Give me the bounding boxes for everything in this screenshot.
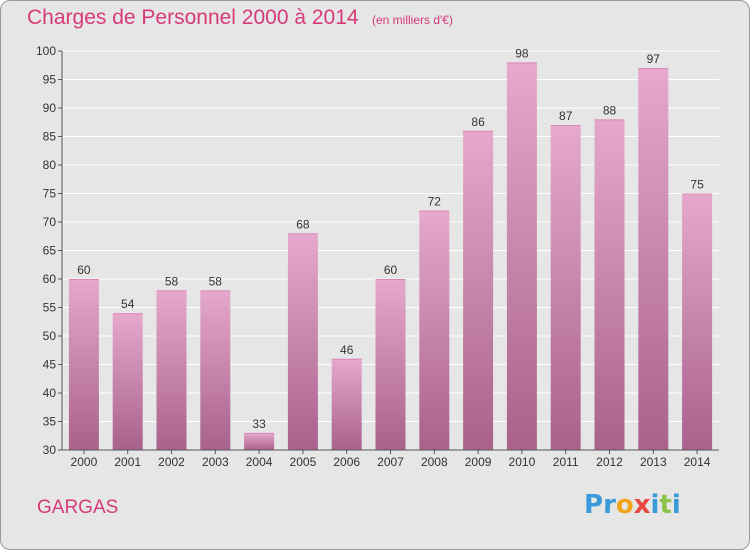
- data-label: 58: [165, 274, 179, 288]
- bars: 60 54 58 58 33 68 46 60 72 86 98 87 88 97 75: [68, 46, 713, 451]
- logo-letter: x: [633, 490, 651, 520]
- bar: [68, 279, 99, 450]
- data-label: 75: [690, 178, 704, 192]
- x-tick-label: 2005: [290, 455, 317, 469]
- x-tick-label: 2011: [553, 455, 579, 469]
- bar: [682, 193, 713, 450]
- x-tick-label: 2002: [158, 455, 185, 469]
- y-tick-label: 50: [43, 329, 57, 343]
- x-tick-label: 2007: [377, 455, 404, 469]
- y-tick-label: 60: [43, 272, 57, 286]
- bar: [156, 290, 187, 450]
- x-tick-label: 2013: [640, 455, 667, 469]
- y-tick-label: 70: [43, 215, 57, 229]
- bar: [375, 279, 406, 450]
- bar: [506, 62, 537, 451]
- data-label: 54: [121, 297, 135, 311]
- bar: [594, 119, 625, 451]
- data-label: 87: [559, 109, 573, 123]
- x-tick-label: 2004: [246, 455, 273, 469]
- y-tick-label: 75: [43, 187, 57, 201]
- logo-letter: i: [650, 490, 660, 520]
- y-tick-label: 45: [43, 358, 57, 372]
- bar: [638, 68, 669, 450]
- x-tick-label: 2000: [71, 455, 98, 469]
- y-tick-label: 95: [43, 73, 57, 87]
- data-label: 60: [384, 263, 398, 277]
- bar: [287, 233, 318, 450]
- x-tick-label: 2009: [465, 455, 492, 469]
- logo-letter: i: [671, 490, 681, 520]
- y-tick-label: 90: [43, 101, 57, 115]
- bar: [200, 290, 231, 450]
- data-label: 72: [428, 195, 442, 209]
- bar: [550, 125, 581, 450]
- data-label: 60: [77, 263, 91, 277]
- data-label: 58: [209, 274, 223, 288]
- logo-letter: r: [603, 490, 616, 520]
- logo-letter: o: [615, 490, 634, 520]
- bar: [463, 130, 494, 451]
- y-tick-label: 85: [43, 130, 57, 144]
- y-tick-label: 80: [43, 158, 57, 172]
- chart-subtitle: (en milliers d'€): [372, 13, 453, 27]
- data-label: 88: [603, 103, 617, 117]
- data-label: 86: [471, 115, 485, 129]
- x-tick-label: 2008: [421, 455, 448, 469]
- bar: [419, 210, 450, 450]
- bar: [244, 432, 275, 450]
- y-tick-label: 40: [43, 386, 57, 400]
- x-tick-label: 2012: [596, 455, 623, 469]
- data-label: 97: [647, 52, 661, 66]
- bar: [112, 313, 143, 450]
- data-label: 68: [296, 217, 310, 231]
- axes: 30 35 40 45 50 55 60 65 70 75 80 85 90 95 100 2000 2001 2…: [36, 44, 719, 469]
- logo-letter: P: [584, 490, 604, 520]
- proxiti-logo: Proxiti: [584, 490, 681, 520]
- x-tick-label: 2003: [202, 455, 229, 469]
- x-tick-label: 2006: [333, 455, 360, 469]
- x-tick-label: 2001: [114, 455, 141, 469]
- y-tick-label: 30: [43, 443, 57, 457]
- bar: [331, 358, 362, 450]
- y-tick-label: 65: [43, 244, 57, 258]
- x-tick-label: 2014: [684, 455, 711, 469]
- y-tick-label: 55: [43, 301, 57, 315]
- y-tick-label: 100: [36, 44, 56, 58]
- data-label: 46: [340, 343, 354, 357]
- data-label: 33: [252, 417, 266, 431]
- town-name: GARGAS: [37, 497, 119, 518]
- x-tick-label: 2010: [509, 455, 536, 469]
- logo-letter: t: [659, 490, 672, 520]
- data-label: 98: [515, 46, 529, 60]
- chart-title: Charges de Personnel 2000 à 2014: [27, 6, 359, 29]
- y-tick-label: 35: [43, 415, 57, 429]
